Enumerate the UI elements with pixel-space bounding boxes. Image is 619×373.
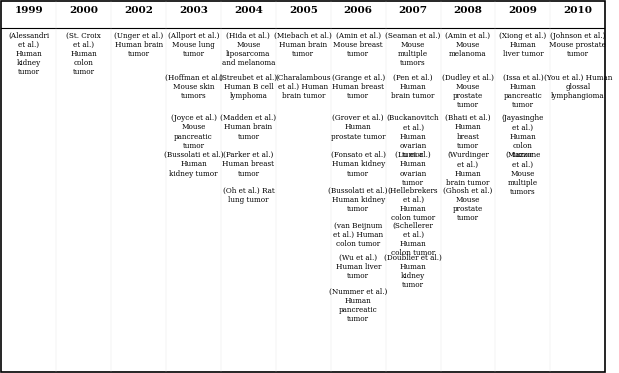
Text: (Mazzone
et al.)
Mouse
multiple
tumors: (Mazzone et al.) Mouse multiple tumors bbox=[505, 151, 540, 196]
Text: (Miebach et al.)
Human brain
tumor: (Miebach et al.) Human brain tumor bbox=[274, 32, 332, 58]
Text: 2000: 2000 bbox=[69, 6, 98, 15]
Text: (Hellebrekers
et al.)
Human
colon tumor: (Hellebrekers et al.) Human colon tumor bbox=[388, 186, 438, 222]
Text: 2002: 2002 bbox=[124, 6, 153, 15]
Text: (Bussolati et al.)
Human kidney
tumor: (Bussolati et al.) Human kidney tumor bbox=[329, 186, 388, 213]
Text: (Wu et al.)
Human liver
tumor: (Wu et al.) Human liver tumor bbox=[335, 254, 381, 280]
Text: (Doublier et al.)
Human
kidney
tumor: (Doublier et al.) Human kidney tumor bbox=[384, 254, 442, 289]
Text: (Issa et al.)
Human
pancreatic
tumor: (Issa et al.) Human pancreatic tumor bbox=[503, 74, 543, 109]
Text: (Jayasinghe
et al.)
Human
colon
tumor: (Jayasinghe et al.) Human colon tumor bbox=[502, 114, 544, 159]
Text: (Wurdinger
et al.)
Human
brain tumor: (Wurdinger et al.) Human brain tumor bbox=[446, 151, 490, 187]
Text: (Pen et al.)
Human
brain tumor: (Pen et al.) Human brain tumor bbox=[391, 74, 435, 100]
Text: (Nummer et al.)
Human
pancreatic
tumor: (Nummer et al.) Human pancreatic tumor bbox=[329, 288, 387, 323]
Text: (You et al.) Human
glossal
lymphangioma: (You et al.) Human glossal lymphangioma bbox=[543, 74, 612, 100]
Text: 1999: 1999 bbox=[14, 6, 43, 15]
Text: (Amin et al.)
Mouse breast
tumor: (Amin et al.) Mouse breast tumor bbox=[334, 32, 383, 58]
Text: (Ghosh et al.)
Mouse
prostate
tumor: (Ghosh et al.) Mouse prostate tumor bbox=[443, 186, 493, 222]
Text: (Xiong et al.)
Human
liver tumor: (Xiong et al.) Human liver tumor bbox=[500, 32, 547, 58]
Text: (Oh et al.) Rat
lung tumor: (Oh et al.) Rat lung tumor bbox=[223, 186, 274, 204]
Text: 2004: 2004 bbox=[234, 6, 263, 15]
Text: (Johnson et al.)
Mouse prostate
tumor: (Johnson et al.) Mouse prostate tumor bbox=[549, 32, 606, 58]
Text: (Grover et al.)
Human
prostate tumor: (Grover et al.) Human prostate tumor bbox=[331, 114, 386, 141]
Text: 2007: 2007 bbox=[399, 6, 428, 15]
Text: (Seaman et al.)
Mouse
multiple
tumors: (Seaman et al.) Mouse multiple tumors bbox=[386, 32, 441, 67]
Text: 2006: 2006 bbox=[344, 6, 373, 15]
Text: (van Beijnum
et al.) Human
colon tumor: (van Beijnum et al.) Human colon tumor bbox=[333, 222, 383, 248]
Text: (Unger et al.)
Human brain
tumor: (Unger et al.) Human brain tumor bbox=[114, 32, 163, 58]
Text: (Alessandri
et al.)
Human
kidney
tumor: (Alessandri et al.) Human kidney tumor bbox=[8, 32, 50, 76]
Text: (St. Croix
et al.)
Human
colon
tumor: (St. Croix et al.) Human colon tumor bbox=[66, 32, 101, 76]
Text: (Buckanovitch
et al.)
Human
ovarian
tumor: (Buckanovitch et al.) Human ovarian tumo… bbox=[387, 114, 439, 159]
Text: (Bhati et al.)
Human
breast
tumor: (Bhati et al.) Human breast tumor bbox=[445, 114, 491, 150]
Text: (Schellerer
et al.)
Human
colon tumor: (Schellerer et al.) Human colon tumor bbox=[391, 222, 435, 257]
Text: (Parker et al.)
Human breast
tumor: (Parker et al.) Human breast tumor bbox=[222, 151, 274, 178]
Text: 2005: 2005 bbox=[289, 6, 318, 15]
Text: (Amin et al.)
Mouse
melanoma: (Amin et al.) Mouse melanoma bbox=[446, 32, 490, 58]
Text: (Hoffman et al.)
Mouse skin
tumors: (Hoffman et al.) Mouse skin tumors bbox=[165, 74, 222, 100]
Text: (Dudley et al.)
Mouse
prostate
tumor: (Dudley et al.) Mouse prostate tumor bbox=[442, 74, 494, 109]
Text: (Madden et al.)
Human brain
tumor: (Madden et al.) Human brain tumor bbox=[220, 114, 277, 141]
Text: (Bussolati et al.)
Human
kidney tumor: (Bussolati et al.) Human kidney tumor bbox=[163, 151, 223, 178]
Text: (Fonsato et al.)
Human kidney
tumor: (Fonsato et al.) Human kidney tumor bbox=[331, 151, 386, 178]
FancyBboxPatch shape bbox=[1, 1, 605, 372]
Text: (Charalambous
et al.) Human
brain tumor: (Charalambous et al.) Human brain tumor bbox=[275, 74, 331, 100]
Text: (Hida et al.)
Mouse
liposarcoma
and melanoma: (Hida et al.) Mouse liposarcoma and mela… bbox=[222, 32, 275, 67]
Text: (Streubet et al.)
Human B cell
lymphoma: (Streubet et al.) Human B cell lymphoma bbox=[219, 74, 277, 100]
Text: (Joyce et al.)
Mouse
pancreatic
tumor: (Joyce et al.) Mouse pancreatic tumor bbox=[170, 114, 217, 150]
Text: (Lu et al.)
Human
ovarian
tumor: (Lu et al.) Human ovarian tumor bbox=[395, 151, 431, 187]
Text: 2009: 2009 bbox=[508, 6, 537, 15]
Text: 2003: 2003 bbox=[179, 6, 208, 15]
Text: 2008: 2008 bbox=[454, 6, 482, 15]
Text: 2010: 2010 bbox=[563, 6, 592, 15]
Text: (Grange et al.)
Human breast
tumor: (Grange et al.) Human breast tumor bbox=[332, 74, 385, 100]
Text: (Allport et al.)
Mouse lung
tumor: (Allport et al.) Mouse lung tumor bbox=[168, 32, 219, 58]
